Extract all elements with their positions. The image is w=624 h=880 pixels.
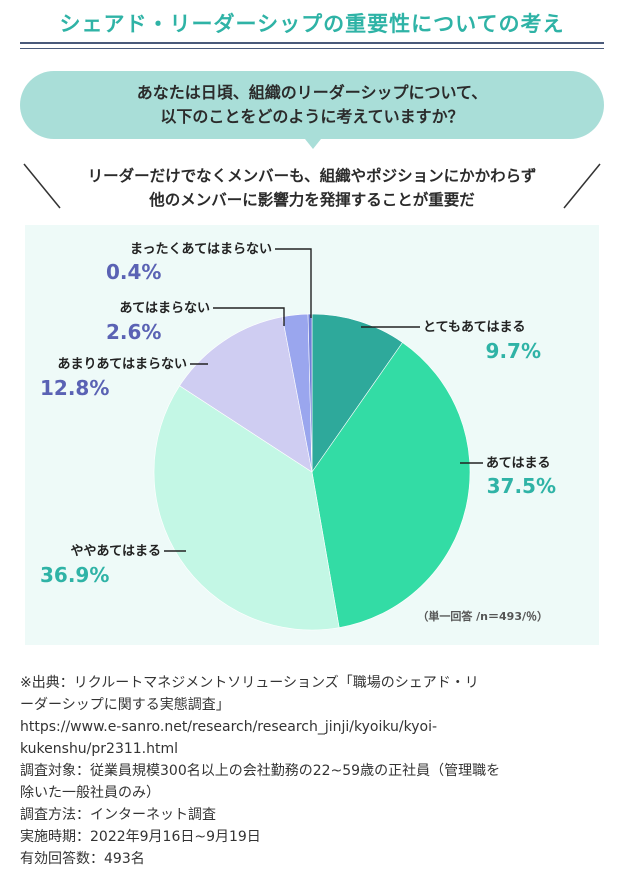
survey-method: 調査方法：インターネット調査 xyxy=(20,807,216,823)
source-url-line-1: https://www.e-sanro.net/research/researc… xyxy=(20,719,438,735)
pie-chart: とてもあてはまる 9.7% あてはまる 37.5% ややあてはまる 36.9% あまりあては… xyxy=(40,242,556,631)
left-slash-decoration xyxy=(23,163,61,209)
leader-line xyxy=(275,248,312,318)
slice-category-label: あてはまる xyxy=(486,456,550,471)
statement: リーダーだけでなくメンバーも、組織やポジションにかかわらず 他のメンバーに影響力… xyxy=(60,164,564,212)
page-title: シェアド・リーダーシップの重要性についての考え xyxy=(59,12,565,36)
pie-slice xyxy=(311,342,471,628)
source-line-1: ※出典：リクルートマネジメントソリューションズ「職場のシェアド・リ xyxy=(20,675,479,691)
source-url-line-2: kukenshu/pr2311.html xyxy=(20,741,179,757)
slice-category-label: まったくあてはまらない xyxy=(130,242,272,257)
question-pointer xyxy=(305,139,321,149)
title-underline-thin xyxy=(20,48,604,49)
slice-category-label: あてはまらない xyxy=(120,301,210,316)
slice-category-label: ややあてはまる xyxy=(71,544,161,559)
slice-percent-label: 37.5% xyxy=(487,474,556,498)
slice-percent-label: 9.7% xyxy=(486,339,541,363)
source-notes: ※出典：リクルートマネジメントソリューションズ「職場のシェアド・リ ーダーシップ… xyxy=(20,672,610,870)
statement-line-2: 他のメンバーに影響力を発揮することが重要だ xyxy=(149,191,475,209)
question-line-2: 以下のことをどのように考えていますか？ xyxy=(160,107,464,126)
survey-target-line-1: 調査対象：従業員規模300名以上の会社勤務の22~59歳の正社員（管理職を xyxy=(20,763,501,779)
slice-category-label: とてもあてはまる xyxy=(423,320,525,335)
pie-slice xyxy=(311,313,403,473)
slice-category-label: あまりあてはまらない xyxy=(58,357,187,372)
source-line-2: ーダーシップに関する実態調査」 xyxy=(20,697,230,713)
question-line-1: あなたは日頃、組織のリーダーシップについて、 xyxy=(136,83,488,102)
slice-percent-label: 36.9% xyxy=(40,563,109,587)
pie-slice xyxy=(153,385,340,631)
question-bubble: あなたは日頃、組織のリーダーシップについて、 以下のことをどのように考えています… xyxy=(20,71,604,139)
slice-percent-label: 12.8% xyxy=(40,376,109,400)
response-count: 有効回答数：493名 xyxy=(20,851,145,867)
pie-slice xyxy=(307,313,313,473)
right-slash-decoration xyxy=(563,163,601,209)
title-underline xyxy=(20,42,604,44)
sample-size-note: （単一回答 /n＝493/％） xyxy=(417,609,548,623)
slice-percent-label: 0.4% xyxy=(106,260,161,284)
slice-percent-label: 2.6% xyxy=(106,320,161,344)
pie-slice xyxy=(179,316,313,473)
leader-line xyxy=(213,307,285,326)
survey-target-line-2: 除いた一般社員のみ） xyxy=(20,785,160,801)
survey-period: 実施時期：2022年9月16日~9月19日 xyxy=(20,829,261,845)
statement-line-1: リーダーだけでなくメンバーも、組織やポジションにかかわらず xyxy=(87,167,537,185)
